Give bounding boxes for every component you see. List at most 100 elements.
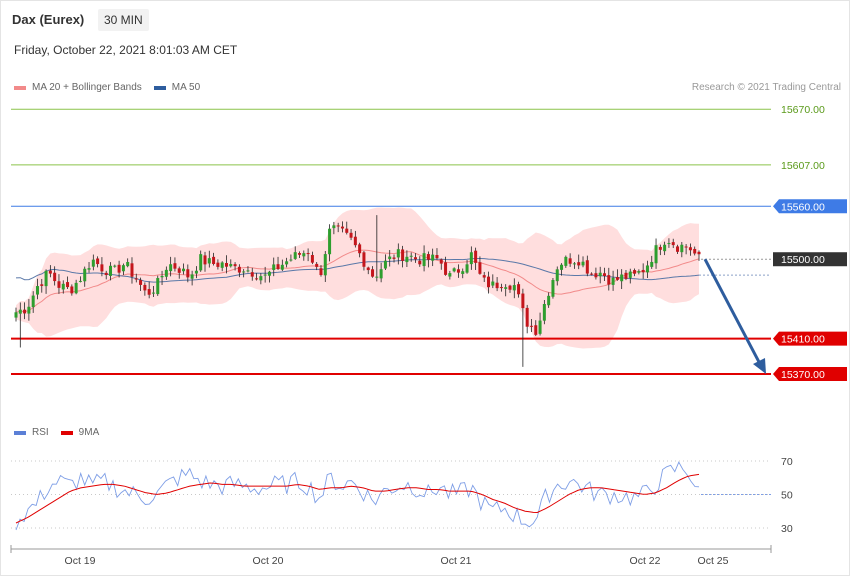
candle-body [469,252,473,265]
candle-body [577,262,581,266]
candle-body [40,284,44,286]
candle-body [104,272,108,276]
legend-label-ma50: MA 50 [171,82,201,93]
candle-body [315,263,319,267]
level-label-target: 15670.00 [781,104,825,116]
candle-body [100,264,104,272]
candle-body [465,264,469,273]
credit-text: Research © 2021 Trading Central [691,82,841,93]
candle-body [276,264,280,270]
candle-body [31,295,35,308]
candle-body [194,270,198,274]
legend-swatch-ma20 [14,85,26,90]
candle-body [182,268,186,272]
candle-body [199,254,203,271]
x-tick-label: Oct 20 [253,555,284,567]
candle-body [508,285,512,290]
candle-body [190,274,194,279]
candle-body [302,253,306,257]
candle-body [207,258,211,264]
candle-body [448,273,452,277]
level-label-target: 15607.00 [781,160,825,172]
candle-body [581,261,585,266]
candle-body [250,272,254,277]
candle-body [654,245,658,264]
candle-body [620,274,624,282]
candle-body [564,256,568,266]
candle-body [285,261,289,265]
candle-body [375,276,379,278]
last-price-tag [773,252,847,267]
candle-body [272,264,276,270]
candle-body [23,309,27,314]
candle-body [650,261,654,267]
candle-body [504,287,508,289]
candle-body [130,263,134,277]
candle-body [598,272,602,277]
x-tick-label: Oct 19 [65,555,96,567]
candle-body [439,259,443,264]
candle-body [667,243,671,245]
x-tick-label: Oct 22 [630,555,661,567]
candle-body [396,249,400,258]
candle-body [560,264,564,270]
candle-body [409,255,413,257]
candle-body [418,260,422,265]
candle-body [66,282,70,288]
legend-label-ma20: MA 20 + Bollinger Bands [32,82,142,93]
candle-body [164,269,168,277]
candle-body [323,254,327,276]
candle-body [478,262,482,274]
candle-body [340,226,344,229]
candle-body [645,265,649,273]
candle-body [426,254,430,260]
candle-body [121,265,125,272]
candle-body [246,270,250,272]
candle-body [413,257,417,260]
level-label-last: 15500.00 [781,254,825,266]
candle-body [379,269,383,279]
candle-body [156,278,160,295]
candle-body [568,258,572,264]
candle-body [688,247,692,251]
candle-body [293,252,297,259]
candle-body [637,271,641,273]
candle-body [27,306,31,314]
candle-body [203,255,207,265]
candle-body [452,268,456,272]
candle-body [96,258,100,265]
candle-body [345,228,349,233]
candle-body [306,253,310,255]
candle-body [572,263,576,265]
forecast-arrow-shaft [703,258,762,365]
candle-body [108,265,113,276]
candle-body [186,269,190,278]
candle-body [405,256,409,263]
candle-body [482,275,486,278]
candle-body [521,293,525,309]
legend-label-9ma: 9MA [78,427,100,438]
candle-body [435,255,439,259]
candle-body [358,244,362,254]
candle-body [237,266,241,273]
candle-body [267,271,271,276]
candle-body [474,250,478,263]
candle-body [83,268,87,282]
candle-body [216,262,220,267]
rsi-ma-line [15,473,700,524]
candle-body [362,252,366,267]
candle-body [263,274,267,276]
timeframe-badge[interactable]: 30 MIN [98,9,149,31]
candle-body [233,264,237,267]
candle-body [624,272,628,279]
rsi-tick-label: 70 [781,456,793,468]
candle-body [53,272,57,282]
candle-body [658,246,662,250]
candle-body [74,282,78,294]
candle-body [663,244,667,252]
candle-body [641,269,645,273]
candle-body [615,277,619,280]
candle-body [349,232,353,238]
candle-body [310,255,314,263]
